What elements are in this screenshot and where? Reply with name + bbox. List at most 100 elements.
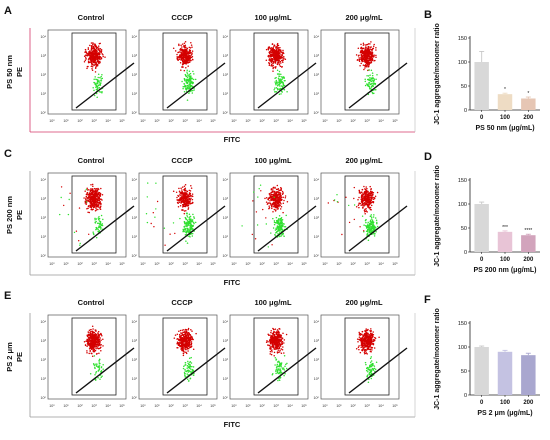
x-tick-label: 10⁴ — [378, 119, 384, 123]
aggregate-dot — [368, 55, 371, 58]
panel-letter: C — [4, 148, 12, 160]
aggregate-dot — [274, 187, 276, 189]
gate-diagonal-line — [257, 62, 317, 109]
aggregate-dot — [187, 204, 190, 207]
aggregate-dot — [97, 332, 99, 335]
aggregate-dot — [364, 58, 367, 61]
aggregate-dot — [185, 344, 187, 347]
aggregate-dot — [176, 53, 178, 56]
monomer-dot — [275, 87, 278, 89]
aggregate-dot — [366, 353, 368, 355]
aggregate-dot — [273, 351, 276, 354]
monomer-dot — [283, 84, 286, 87]
aggregate-dot — [280, 196, 283, 199]
monomer-dot — [191, 220, 194, 223]
aggregate-dot — [94, 71, 97, 73]
aggregate-dot — [366, 50, 369, 52]
monomer-dot — [184, 222, 187, 225]
condition-label: 100 μg/mL — [254, 13, 292, 22]
aggregate-dot — [178, 201, 181, 204]
aggregate-dot — [89, 333, 91, 336]
aggregate-dot — [91, 332, 93, 335]
outlier-dot — [155, 208, 157, 210]
aggregate-dot — [100, 187, 102, 190]
monomer-dot — [373, 214, 375, 216]
aggregate-dot — [179, 329, 182, 332]
aggregate-dot — [178, 58, 181, 61]
monomer-dot — [279, 85, 281, 87]
aggregate-dot — [276, 56, 278, 58]
aggregate-dot — [97, 330, 100, 333]
monomer-dot — [98, 82, 100, 84]
aggregate-dot — [177, 344, 180, 346]
monomer-dot — [92, 231, 94, 233]
aggregate-dot — [265, 59, 268, 62]
monomer-dot — [94, 217, 96, 220]
aggregate-dot — [368, 64, 370, 66]
aggregate-dot — [87, 198, 89, 200]
aggregate-dot — [275, 188, 278, 191]
aggregate-dot — [98, 52, 100, 55]
y-tick-label: 10² — [223, 73, 229, 77]
aggregate-dot — [276, 332, 279, 334]
monomer-dot — [96, 96, 98, 98]
aggregate-dot — [276, 336, 278, 338]
aggregate-dot — [187, 207, 190, 209]
monomer-dot — [184, 370, 186, 372]
aggregate-dot — [185, 329, 188, 331]
monomer-dot — [366, 74, 368, 77]
y-axis-label-channel: PE — [15, 352, 24, 362]
aggregate-dot — [180, 341, 183, 344]
monomer-dot — [274, 357, 277, 359]
aggregate-dot — [360, 51, 363, 54]
monomer-dot — [193, 222, 195, 225]
aggregate-dot — [185, 342, 187, 344]
x-tick-label: 10³ — [182, 119, 188, 123]
gate-rectangle — [71, 317, 117, 396]
monomer-dot — [279, 80, 282, 83]
gate-diagonal-line — [257, 205, 317, 252]
aggregate-dot — [191, 50, 194, 52]
monomer-dot — [192, 225, 194, 228]
aggregate-dot — [98, 55, 100, 57]
aggregate-dot — [94, 341, 97, 343]
y-tick-label: 10⁴ — [40, 35, 46, 39]
monomer-dot — [185, 218, 187, 220]
aggregate-dot — [178, 44, 180, 47]
monomer-dot — [280, 365, 282, 368]
aggregate-dot — [372, 47, 375, 49]
monomer-dot — [190, 362, 193, 364]
monomer-dot — [188, 70, 191, 73]
gate-rectangle — [253, 32, 299, 111]
aggregate-dot — [367, 45, 370, 48]
aggregate-dot — [89, 339, 92, 342]
aggregate-dot — [94, 197, 96, 200]
monomer-dot — [99, 220, 102, 223]
aggregate-dot — [270, 193, 273, 196]
aggregate-dot — [278, 204, 280, 207]
aggregate-dot — [276, 59, 279, 62]
aggregate-dot — [364, 188, 367, 191]
aggregate-dot — [279, 201, 282, 204]
x-tick-label: 10⁴ — [105, 404, 111, 408]
monomer-dot — [97, 84, 100, 86]
aggregate-dot — [181, 186, 184, 188]
x-tick-label: 10⁴ — [105, 262, 111, 266]
monomer-dot — [100, 369, 103, 372]
outlier-dot — [179, 217, 181, 220]
outlier-dot — [78, 240, 80, 242]
aggregate-dot — [179, 194, 181, 196]
aggregate-dot — [184, 343, 186, 345]
monomer-dot — [278, 223, 280, 226]
aggregate-dot — [281, 56, 283, 59]
outlier-dot — [270, 232, 272, 234]
monomer-dot — [95, 363, 97, 365]
monomer-dot — [185, 233, 188, 235]
monomer-dot — [277, 73, 280, 75]
aggregate-dot — [187, 328, 190, 331]
aggregate-dot — [277, 187, 280, 190]
aggregate-dot — [364, 201, 366, 204]
aggregate-dot — [179, 338, 181, 341]
monomer-dot — [277, 225, 280, 228]
aggregate-dot — [272, 346, 275, 348]
